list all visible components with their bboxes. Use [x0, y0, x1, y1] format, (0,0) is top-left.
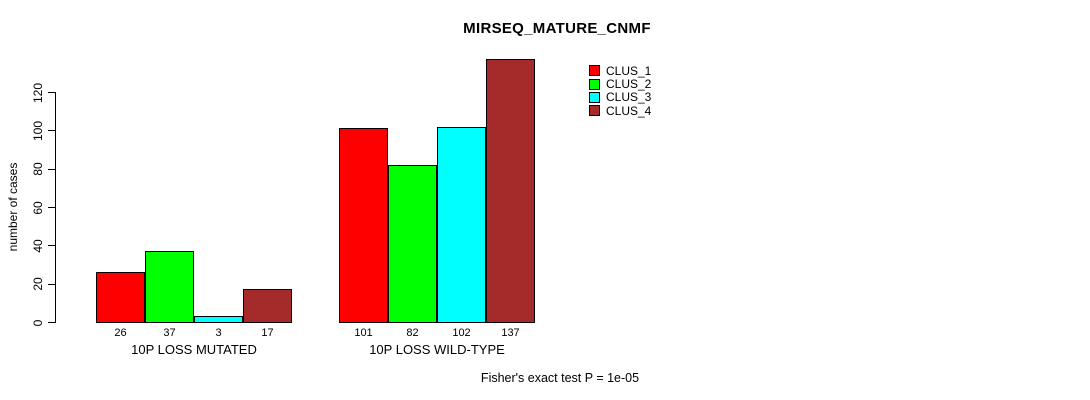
legend-label: CLUS_2	[606, 77, 652, 92]
legend-swatch-clus-2	[589, 78, 600, 90]
bar-value-label: 26	[114, 327, 127, 339]
legend-swatch-clus-3	[589, 91, 600, 103]
y-tick-label: 20	[31, 277, 45, 291]
bar-value-label: 17	[261, 327, 274, 339]
y-axis-line	[55, 92, 56, 323]
bar-clus-1-10p-loss-mutated	[96, 272, 145, 323]
legend-label: CLUS_4	[606, 103, 652, 118]
chart-title: MIRSEQ_MATURE_CNMF	[463, 20, 651, 37]
legend-item-clus-3: CLUS_3	[589, 91, 651, 104]
y-tick-mark	[48, 283, 55, 285]
legend: CLUS_1 CLUS_2 CLUS_3 CLUS_4	[589, 64, 651, 118]
bar-clus-1-10p-loss-wild-type	[339, 128, 388, 323]
bar-value-label: 82	[406, 327, 419, 339]
bar-value-label: 137	[501, 327, 520, 339]
y-tick-label: 80	[31, 162, 45, 176]
bar-value-label: 101	[354, 327, 373, 339]
y-tick-mark	[48, 322, 55, 323]
y-tick-mark	[48, 207, 55, 208]
y-axis-title: number of cases	[6, 162, 20, 252]
legend-item-clus-4: CLUS_4	[589, 104, 651, 117]
y-tick-label: 60	[31, 200, 45, 215]
bar-clus-2-10p-loss-wild-type	[388, 164, 437, 323]
y-tick-label: 40	[31, 239, 45, 253]
bar-value-label: 3	[215, 327, 222, 339]
legend-label: CLUS_3	[606, 90, 652, 105]
legend-swatch-clus-1	[589, 65, 600, 77]
bar-clus-4-10p-loss-wild-type	[486, 59, 535, 323]
bar-clus-3-10p-loss-wild-type	[437, 126, 486, 323]
y-tick-label: 100	[31, 120, 45, 141]
y-tick-label: 120	[31, 82, 45, 103]
legend-label: CLUS_1	[606, 63, 652, 78]
legend-swatch-clus-4	[589, 105, 600, 117]
footnote-text: Fisher's exact test P = 1e-05	[480, 371, 640, 385]
legend-item-clus-2: CLUS_2	[589, 77, 651, 90]
legend-item-clus-1: CLUS_1	[589, 64, 651, 77]
bar-value-label: 37	[163, 327, 176, 339]
x-category-label-10p-loss-mutated: 10P LOSS MUTATED	[131, 342, 257, 357]
bar-clus-2-10p-loss-mutated	[145, 251, 194, 323]
y-tick-mark	[48, 245, 55, 247]
bar-clus-3-10p-loss-mutated	[194, 316, 243, 323]
y-tick-mark	[48, 168, 55, 170]
y-tick-mark	[48, 130, 55, 132]
y-tick-mark	[48, 92, 55, 93]
bar-clus-4-10p-loss-mutated	[243, 289, 292, 323]
y-tick-label: 0	[31, 319, 45, 326]
x-category-label-10p-loss-wild-type: 10P LOSS WILD-TYPE	[369, 342, 505, 357]
bar-value-label: 102	[452, 327, 471, 339]
